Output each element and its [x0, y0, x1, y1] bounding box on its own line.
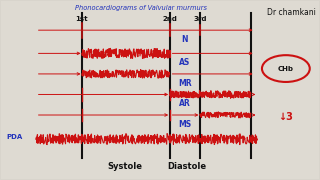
Text: Phonocardiograms of Valvular murmurs: Phonocardiograms of Valvular murmurs: [75, 5, 207, 11]
Text: Diastole: Diastole: [167, 162, 207, 171]
Text: N: N: [181, 35, 188, 44]
Text: ↓3: ↓3: [278, 112, 293, 122]
Text: PDA: PDA: [7, 134, 23, 140]
Text: MS: MS: [178, 120, 191, 129]
Text: AR: AR: [179, 100, 191, 109]
Text: CHb: CHb: [278, 66, 294, 72]
Text: Systole: Systole: [108, 162, 142, 171]
Text: AS: AS: [179, 58, 190, 67]
Text: Dr chamkani: Dr chamkani: [267, 8, 316, 17]
Text: 3rd: 3rd: [193, 15, 207, 22]
Text: MR: MR: [178, 79, 191, 88]
Text: 2nd: 2nd: [162, 15, 177, 22]
Text: 1st: 1st: [76, 15, 88, 22]
